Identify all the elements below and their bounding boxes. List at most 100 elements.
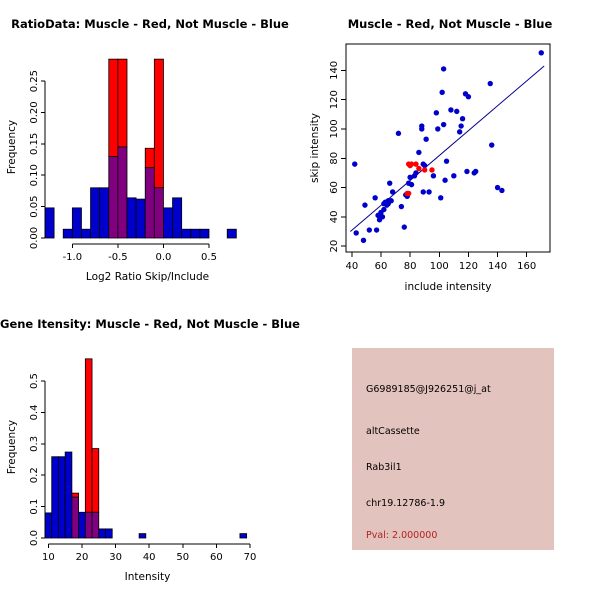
histogram-bar [144, 147, 155, 169]
scatter-point [401, 224, 407, 230]
x-axis-tick-label: 10 [42, 552, 55, 563]
histogram-bar [64, 451, 73, 539]
scatter-point [395, 130, 402, 137]
y-axis-tick-label: 120 [329, 90, 340, 109]
scatter-point [494, 184, 501, 191]
gene-symbol-text: Rab3il1 [366, 462, 402, 473]
scatter-point [353, 230, 359, 236]
scatter-point [458, 123, 464, 129]
y-axis-tick-label: 0.0 [29, 530, 40, 546]
y-axis-tick-label: 0.3 [29, 436, 40, 452]
histogram-bar [90, 187, 101, 239]
histogram-bar [117, 146, 128, 239]
scatter-point [440, 66, 447, 72]
histogram-bar [135, 198, 146, 239]
x-axis-tick-label: 60 [375, 261, 388, 272]
y-axis-tick-label: 40 [329, 210, 340, 223]
scatter-point [438, 195, 444, 201]
x-axis-title: Log2 Ratio Skip/Include [86, 271, 209, 283]
x-axis-tick-label: 30 [109, 552, 122, 563]
scatter-point [405, 190, 412, 197]
scatter-point [454, 108, 460, 115]
scatter-point [366, 227, 373, 233]
histogram-bar [84, 511, 93, 539]
x-axis-tick-label: 20 [76, 552, 89, 563]
regression-line [350, 65, 545, 232]
y-axis-tick-label: 0.4 [29, 405, 40, 421]
scatter-point [421, 167, 428, 173]
scatter-point [416, 165, 422, 172]
locus-text: chr19.12786-1.9 [366, 498, 446, 509]
histogram-bar [163, 207, 173, 239]
histogram-bar [44, 207, 55, 239]
y-axis-tick-label: 0.10 [29, 164, 40, 186]
scatter-point [465, 94, 472, 100]
x-axis-title: include intensity [405, 281, 492, 293]
x-axis-tick-label: 120 [459, 261, 478, 272]
scatter-point [398, 203, 405, 210]
histogram-bar [172, 197, 183, 239]
scatter-point [426, 189, 432, 195]
histogram-bar [81, 228, 91, 239]
x-axis-tick-label: 0.0 [155, 252, 171, 263]
scatter-point [387, 180, 393, 186]
histogram-bar [91, 448, 100, 513]
histogram-bar [199, 228, 210, 239]
probe-id-text: G6989185@J926251@j_at [366, 384, 491, 395]
histogram-bar [153, 58, 164, 189]
ratio-histogram-panel: RatioData: Muscle - Red, Not Muscle - Bl… [0, 0, 300, 300]
y-axis-tick-label: 20 [329, 240, 340, 253]
scatter-point [440, 121, 447, 128]
histogram-bar [181, 228, 192, 239]
scatter-point [381, 206, 387, 213]
histogram-bar [71, 496, 80, 539]
y-axis-tick-label: 80 [329, 152, 340, 165]
x-axis-tick-label: 40 [345, 261, 358, 272]
scatter-point [499, 187, 505, 194]
y-axis-tick-label: 0.00 [29, 227, 40, 249]
y-axis-tick-label: 0.2 [29, 467, 40, 483]
histogram-bar [78, 511, 86, 539]
scatter-point [420, 189, 426, 195]
event-type-text: altCassette [366, 426, 420, 437]
scatter-point [388, 198, 394, 204]
y-axis-tick-label: 0.05 [29, 195, 40, 217]
scatter-point [413, 161, 419, 167]
plot-frame [345, 43, 551, 253]
histogram-bar [84, 358, 93, 513]
gene-info-panel: G6989185@J926251@j_at altCassette Rab3il… [300, 300, 600, 600]
histogram-bar [153, 187, 164, 239]
ratio-histogram-plot: 0.00 0.05 0.10 0.15 0.20 0.25 -1.0 -0.5 0.0 0.5 Lo… [6, 58, 237, 283]
histogram-bar [99, 187, 110, 239]
histogram-bar [117, 58, 128, 148]
scatter-point [421, 162, 428, 169]
x-axis-tick-label: 70 [244, 552, 257, 563]
y-axis-tick-label: 0.20 [29, 101, 40, 123]
y-axis-tick-label: 60 [329, 181, 340, 194]
scatter-point [464, 168, 470, 175]
intensity-scatter-plot: 20 40 60 80 100 120 140 40 60 80 100 120 140 160 inclu… [309, 43, 551, 293]
scatter-point [360, 237, 367, 243]
scatter-point [443, 158, 450, 164]
histogram-bar [190, 228, 201, 239]
x-axis-tick-label: -1.0 [63, 252, 83, 263]
scatter-point [487, 80, 493, 87]
scatter-point [442, 177, 448, 183]
scatter-point [489, 142, 495, 148]
intensity-scatter-title: Muscle - Red, Not Muscle - Blue [347, 17, 553, 31]
scatter-point [423, 136, 429, 142]
histogram-bar [71, 207, 82, 239]
scatter-point [430, 173, 437, 179]
pval-text: Pval: 2.000000 [366, 530, 438, 541]
y-axis-tick-label: 0.5 [29, 373, 40, 389]
gene-intensity-plot: 0.0 0.1 0.2 0.3 0.4 0.5 10 20 30 40 50 60 70 Intensit… [6, 358, 257, 583]
histogram-bar [108, 156, 119, 239]
x-axis-tick-label: 60 [210, 552, 223, 563]
y-axis-tick-label: 0.25 [29, 70, 40, 92]
scatter-point [408, 181, 415, 188]
histogram-bar [51, 456, 59, 539]
x-axis-tick-label: 140 [488, 261, 507, 272]
y-axis-title: Frequency [6, 120, 18, 174]
scatter-point [419, 123, 425, 129]
scatter-point [456, 129, 463, 135]
